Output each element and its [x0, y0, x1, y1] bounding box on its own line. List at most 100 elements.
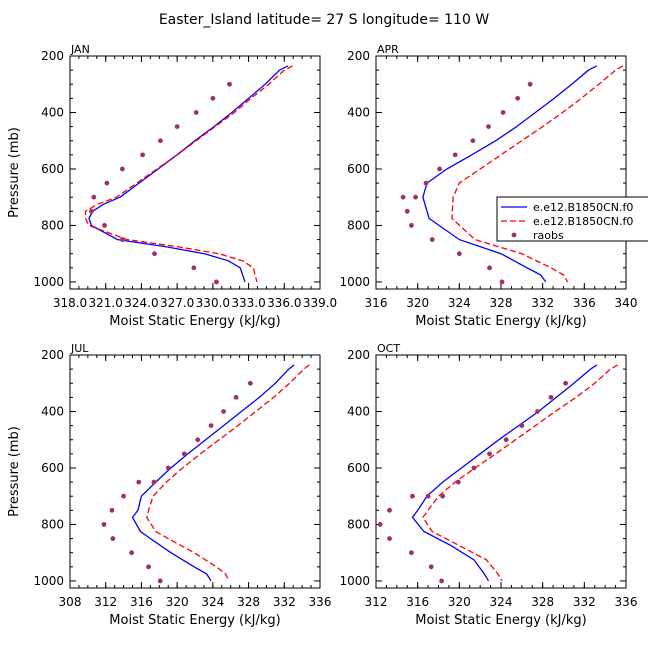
raobs-point	[437, 166, 442, 172]
x-tick-label: 316	[406, 595, 429, 609]
raobs-point	[221, 409, 226, 414]
y-tick-label: 800	[41, 218, 64, 232]
raobs-point	[136, 479, 142, 485]
x-tick-label: 328	[531, 595, 554, 609]
raobs-point	[387, 507, 392, 513]
x-tick-label: 336	[573, 296, 596, 310]
y-axis-label: Pressure (mb)	[7, 426, 22, 517]
panel-label: OCT	[377, 342, 400, 355]
raobs-point	[471, 465, 477, 471]
x-tick-label: 312	[365, 595, 388, 609]
x-tick-label: 308	[59, 595, 82, 609]
raobs-point	[119, 237, 125, 242]
x-tick-label: 320	[406, 296, 429, 310]
legend-label: e.e12.B1850CN.f0	[533, 215, 633, 228]
x-tick-label: 332	[273, 595, 296, 609]
x-tick-label: 318.0	[53, 296, 87, 310]
chart-title: Easter_Island latitude= 27 S longitude= …	[159, 12, 489, 28]
raobs-point	[377, 522, 383, 527]
x-tick-label: 324	[448, 296, 471, 310]
raobs-point	[119, 166, 125, 172]
raobs-point	[151, 479, 157, 485]
raobs-point	[440, 493, 446, 499]
y-tick-label: 200	[347, 49, 370, 63]
series-line-solid	[411, 364, 598, 582]
legend-box	[496, 196, 648, 242]
series-line-dashed	[146, 364, 310, 582]
legend-label: raobs	[533, 229, 564, 242]
series-line-solid	[131, 364, 295, 582]
x-tick-label: 332	[531, 296, 554, 310]
raobs-point	[499, 279, 505, 285]
x-tick-label: 336	[309, 595, 332, 609]
raobs-point	[109, 507, 115, 513]
x-tick-label: 336	[615, 595, 638, 609]
raobs-point	[487, 265, 492, 271]
raobs-point	[165, 465, 171, 471]
raobs-point	[527, 81, 533, 87]
raobs-point	[157, 578, 163, 584]
y-tick-label: 800	[347, 218, 370, 232]
raobs-point	[519, 423, 525, 429]
raobs-point	[210, 95, 216, 101]
raobs-point	[247, 380, 253, 386]
raobs-point	[470, 138, 476, 144]
raobs-point	[91, 194, 97, 200]
x-axis-label: Moist Static Energy (kJ/kg)	[415, 613, 586, 628]
x-tick-label: 320	[166, 595, 189, 609]
raobs-point	[140, 152, 146, 158]
raobs-point	[110, 536, 116, 541]
raobs-point	[214, 279, 219, 285]
raobs-point	[487, 451, 492, 457]
panel-label: APR	[377, 43, 399, 56]
y-tick-label: 400	[41, 105, 64, 119]
raobs-point	[152, 251, 157, 257]
raobs-point	[452, 152, 458, 158]
x-tick-label: 332	[573, 595, 596, 609]
panel-oct: OCT 312 316 320 324 328 332 336 200 400 600 800 1000…	[339, 342, 637, 628]
raobs-point	[193, 110, 199, 115]
raobs-point	[208, 423, 214, 429]
x-tick-label: 316	[365, 296, 388, 310]
raobs-point	[439, 578, 445, 584]
y-tick-label: 1000	[339, 574, 370, 588]
raobs-point	[428, 564, 434, 570]
x-tick-label: 324	[201, 595, 224, 609]
series-line-solid	[422, 65, 598, 283]
raobs-point	[191, 265, 197, 271]
y-tick-label: 1000	[33, 275, 64, 289]
y-tick-label: 800	[41, 517, 64, 531]
x-axis-label: Moist Static Energy (kJ/kg)	[415, 314, 586, 329]
y-tick-label: 600	[347, 162, 370, 176]
series-line-solid	[88, 65, 289, 283]
raobs-point	[174, 124, 180, 130]
raobs-point	[423, 180, 429, 186]
y-tick-label: 400	[41, 404, 64, 418]
y-tick-label: 200	[347, 348, 370, 362]
raobs-point	[515, 95, 521, 101]
raobs-point	[413, 194, 418, 200]
raobs-point	[195, 437, 201, 443]
y-tick-label: 200	[41, 348, 64, 362]
raobs-point	[500, 110, 506, 115]
legend-marker	[511, 232, 517, 238]
y-tick-label: 1000	[33, 574, 64, 588]
x-tick-label: 312	[94, 595, 117, 609]
series-line-dashed	[451, 65, 624, 283]
raobs-point	[146, 564, 151, 570]
panel-apr: APR 316 320 324 328 332 336 340 200 400 600 800 1000…	[339, 43, 637, 329]
x-tick-label: 324	[490, 595, 513, 609]
raobs-point	[486, 124, 491, 130]
raobs-point	[102, 223, 107, 228]
x-tick-label: 339.0	[303, 296, 337, 310]
raobs-point	[409, 223, 414, 228]
panel-jul: JUL 308 312 316 320 324 328 332 336 200 400 600 800 1…	[7, 342, 331, 628]
panel-jan: JAN 318.0 321.0 324.0 327.0 330.0 333.0 336.0 33…	[7, 43, 337, 329]
raobs-point	[400, 194, 406, 200]
series-line-dashed	[422, 364, 619, 582]
y-tick-label: 600	[41, 162, 64, 176]
raobs-point	[404, 208, 410, 214]
plot-frame	[69, 55, 321, 290]
